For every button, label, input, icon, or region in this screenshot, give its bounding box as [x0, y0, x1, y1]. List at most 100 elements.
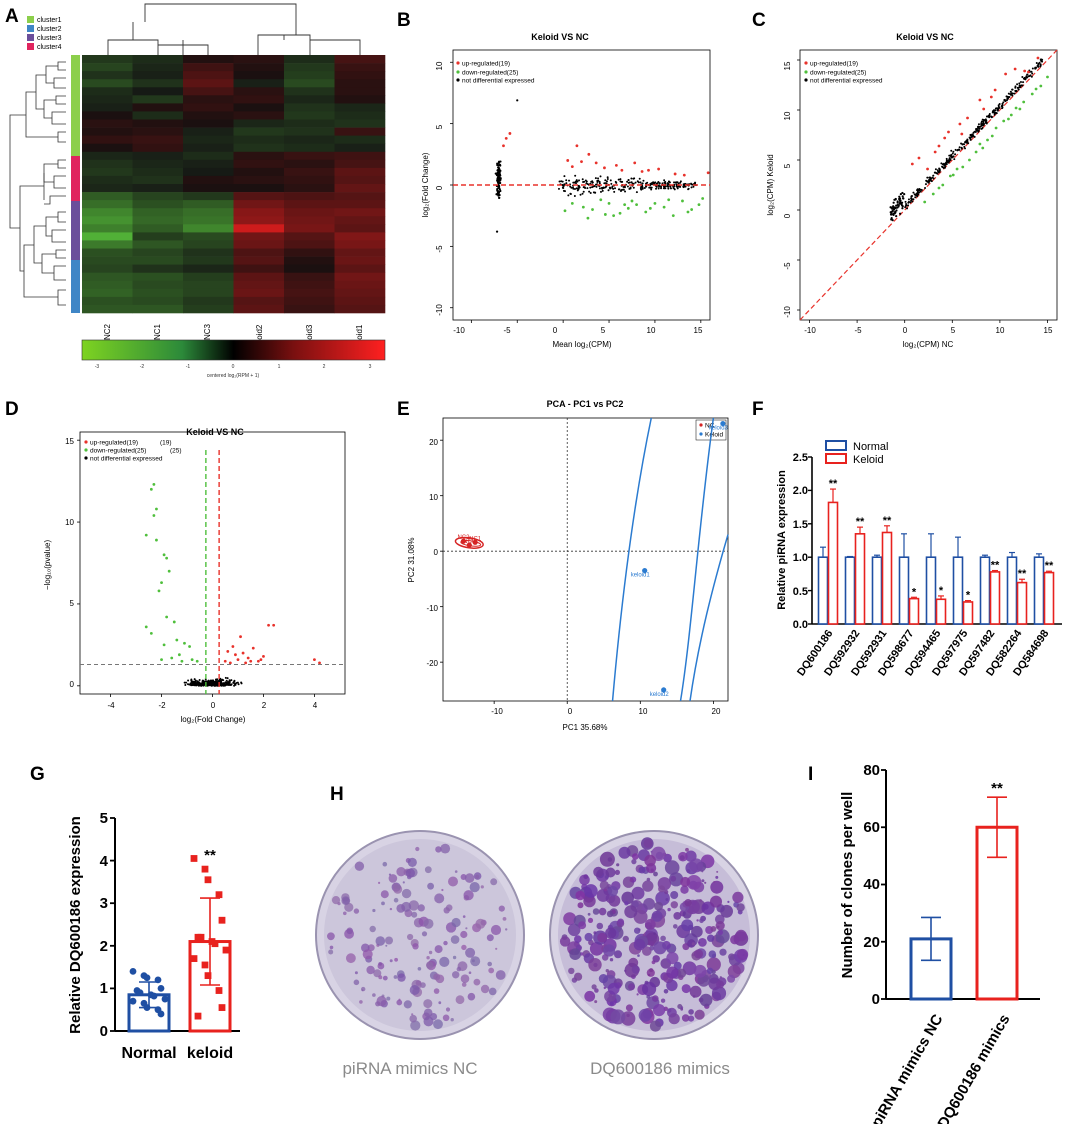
colony — [450, 1018, 454, 1022]
heatmap-cell — [233, 272, 285, 282]
heatmap-cell — [82, 240, 133, 249]
data-point — [573, 195, 576, 198]
data-point — [237, 683, 240, 686]
heatmap-cell — [334, 296, 386, 306]
colony — [644, 919, 656, 930]
y-tick-label: 5 — [435, 124, 444, 129]
y-tick-labels: 0.0 0.5 1.0 1.5 2.0 2.5 — [793, 452, 808, 631]
colony — [653, 932, 656, 935]
colony — [367, 944, 375, 952]
panel-letter-c: C — [752, 10, 766, 31]
up-point — [1013, 67, 1017, 71]
down-point — [978, 142, 982, 146]
data-point — [232, 681, 235, 684]
data-point — [584, 179, 587, 182]
colony — [597, 932, 607, 943]
data-point — [611, 186, 614, 189]
colony — [681, 919, 694, 932]
x-axis-label: log₂(CPM) NC — [903, 340, 954, 349]
y-tick-label: 0 — [434, 548, 439, 557]
heatmap-cell — [82, 248, 133, 257]
legend-up-count: (19) — [160, 440, 172, 447]
down-point — [937, 186, 941, 190]
down-point — [701, 197, 705, 200]
heatmap-cell — [132, 79, 184, 88]
colony — [372, 993, 376, 997]
heatmap-cell — [82, 264, 133, 273]
colony — [685, 847, 689, 852]
colony — [353, 908, 360, 914]
colony — [490, 878, 498, 886]
colony — [643, 898, 655, 910]
data-point — [664, 182, 667, 185]
data-point — [945, 161, 948, 164]
heatmap-cell — [183, 103, 234, 112]
data-point — [926, 176, 929, 179]
data-point — [1040, 60, 1043, 63]
data-point — [1030, 70, 1033, 73]
colony — [604, 888, 607, 892]
legend: NC Keloid — [695, 419, 727, 441]
data-point — [195, 682, 198, 685]
y-axis-label: Relative piRNA expression — [776, 470, 788, 610]
data-point — [1001, 107, 1004, 110]
up-point — [943, 136, 947, 140]
colony — [713, 881, 716, 883]
colony — [575, 890, 585, 901]
down-point — [1039, 84, 1043, 88]
data-point — [1001, 102, 1004, 105]
colony — [396, 867, 406, 877]
data-point — [575, 179, 578, 182]
up-point — [575, 144, 579, 148]
heatmap-cell — [82, 111, 133, 120]
colony — [727, 964, 741, 979]
pca-point — [460, 538, 467, 544]
colony — [389, 907, 393, 911]
data-point — [225, 679, 228, 682]
x-axis-label: PC1 35.68% — [563, 723, 608, 732]
data-point — [649, 186, 652, 189]
colony — [468, 971, 472, 974]
data-point — [980, 122, 983, 125]
up-point — [993, 88, 997, 92]
heatmap-cell — [132, 232, 184, 241]
colony — [633, 938, 646, 951]
down-point — [1014, 106, 1018, 110]
sample-point — [190, 855, 198, 862]
heatmap-cell — [334, 95, 386, 104]
colony — [578, 921, 587, 930]
colony — [426, 956, 430, 960]
colony — [679, 855, 685, 861]
down-point — [172, 620, 176, 624]
sample-point — [143, 974, 151, 982]
heatmap-cell — [334, 71, 386, 80]
data-point — [610, 182, 613, 185]
data-point — [916, 189, 919, 192]
colony — [377, 962, 385, 970]
cluster-legend: cluster1 cluster2 cluster3 cluster4 — [27, 16, 62, 51]
sample-point — [204, 972, 212, 980]
data-point — [639, 187, 642, 190]
heatmap-cell — [82, 288, 133, 298]
up-point — [594, 161, 598, 165]
sample-point — [190, 955, 198, 962]
data-point — [592, 185, 595, 188]
data-point — [606, 178, 609, 181]
data-point — [672, 187, 675, 190]
data-point — [574, 174, 577, 177]
data-point — [213, 682, 216, 685]
legend-nodiff-marker — [456, 78, 460, 82]
heatmap-cell — [183, 87, 234, 96]
colony — [621, 891, 634, 905]
colony — [707, 934, 715, 942]
heatmap-cell — [284, 167, 335, 177]
down-point — [671, 214, 675, 218]
up-point — [633, 161, 637, 165]
heatmap-cell — [82, 192, 133, 201]
data-point — [1015, 89, 1018, 92]
colony — [423, 1008, 433, 1018]
colony — [591, 984, 597, 990]
data-point — [981, 118, 984, 121]
sample-point — [129, 997, 137, 1005]
x-tick-label: -5 — [854, 326, 862, 335]
